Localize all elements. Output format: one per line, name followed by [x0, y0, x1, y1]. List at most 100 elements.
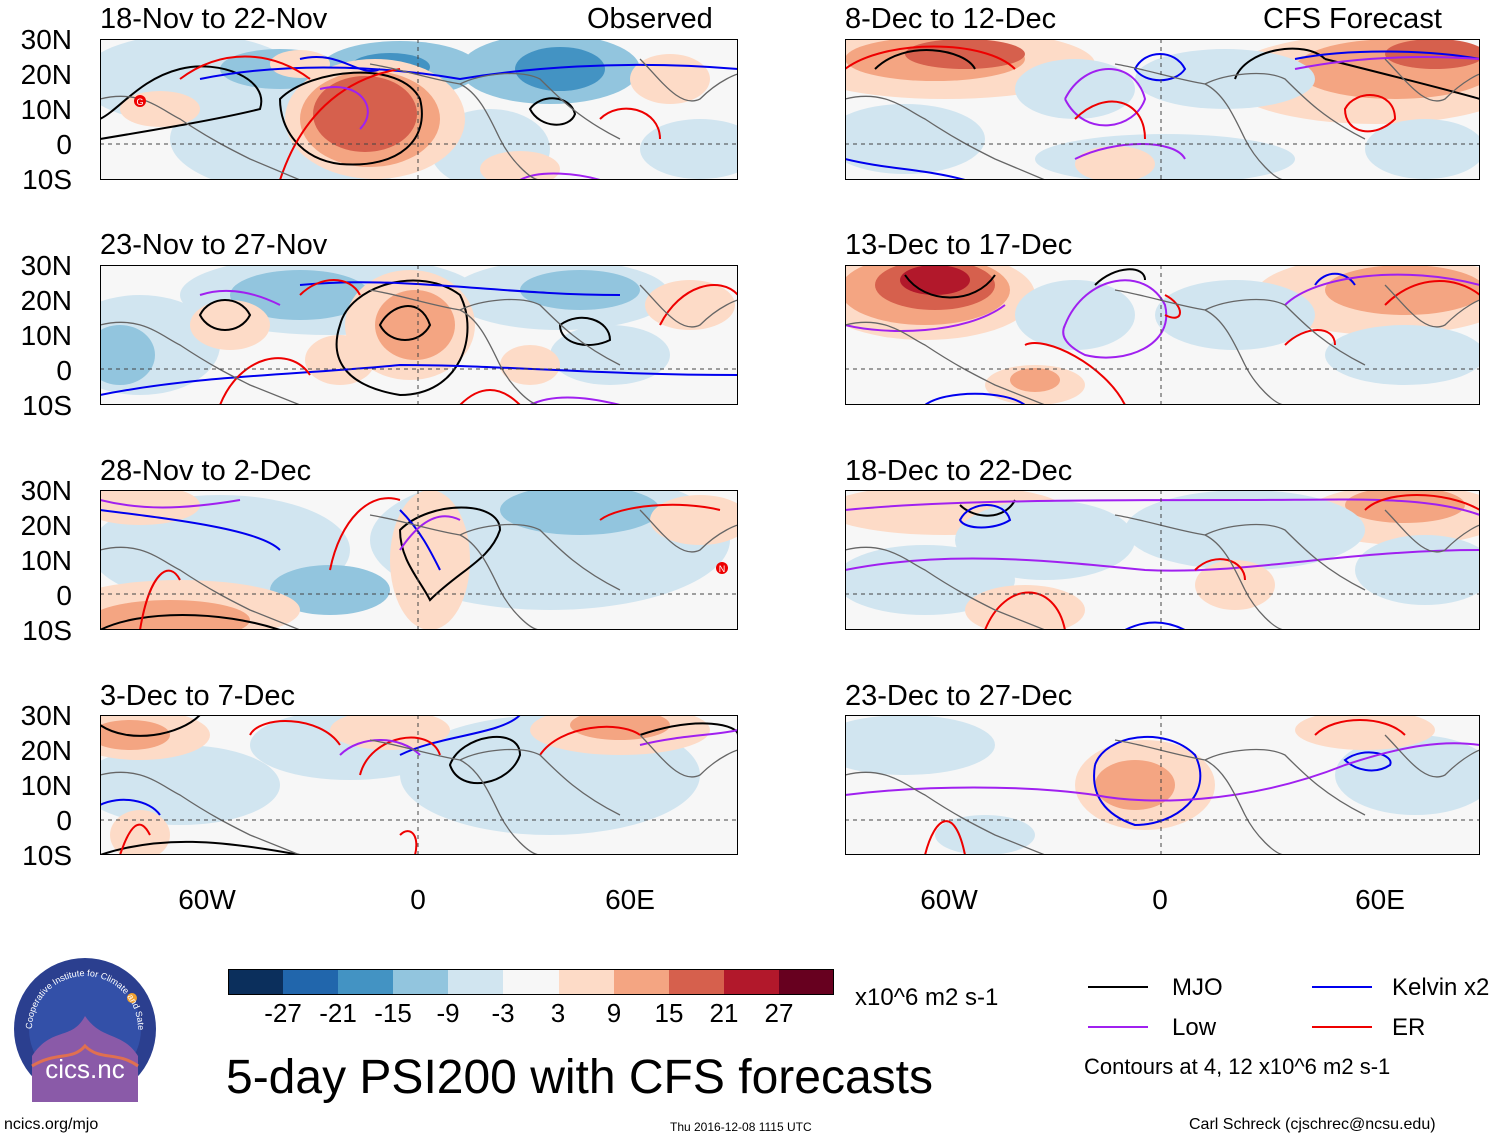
- wave-contours: [100, 55, 738, 180]
- wave-contours: [845, 268, 1480, 405]
- lat-label: 30N: [20, 700, 72, 731]
- lat-label: 10S: [22, 840, 72, 871]
- map-panel-5: [845, 39, 1480, 180]
- colorbar-tick: 3: [550, 998, 566, 1028]
- storm-marker-label: N: [719, 564, 726, 574]
- colorbar-swatch: [724, 969, 779, 995]
- lat-label: 30N: [20, 250, 72, 281]
- lat-label: 20N: [20, 735, 72, 766]
- cfs-forecast-label: CFS Forecast: [1263, 3, 1442, 35]
- wave-contours: [100, 497, 721, 630]
- legend-label-low: Low: [1172, 1014, 1217, 1041]
- legend-line-mjo: [1088, 986, 1148, 988]
- colorbar-tick: -3: [491, 998, 515, 1028]
- colorbar-swatch: [669, 969, 724, 995]
- colorbar-tick: 15: [654, 998, 684, 1028]
- wave-contours: [100, 279, 738, 405]
- colorbar-swatch: [779, 969, 834, 995]
- lat-label: 10S: [22, 390, 72, 421]
- legend-line-low: [1088, 1026, 1148, 1028]
- colorbar-swatch: [503, 969, 559, 995]
- footer-timestamp: Thu 2016-12-08 1115 UTC: [670, 1120, 812, 1134]
- wave-contours: [845, 45, 1480, 180]
- coastlines: [845, 58, 1480, 180]
- lat-label: 30N: [20, 24, 72, 55]
- lon-label: 0: [410, 884, 426, 915]
- panel-title-8: 23-Dec to 27-Dec: [845, 680, 1073, 712]
- colorbar-tick: -27: [264, 998, 302, 1028]
- colorbar-tick: 9: [606, 998, 622, 1028]
- panel-title-5: 8-Dec to 12-Dec: [845, 3, 1057, 35]
- panel-title-3: 28-Nov to 2-Dec: [100, 455, 312, 487]
- map-panel-4: [100, 715, 738, 855]
- coastlines: [845, 284, 1480, 405]
- lat-label: 0: [56, 129, 72, 160]
- psi-anomaly-fill: [845, 715, 1480, 855]
- lat-label: 10N: [20, 545, 72, 576]
- colorbar-tick: -21: [319, 998, 357, 1028]
- coastlines: [100, 509, 738, 630]
- lon-label: 60E: [605, 884, 655, 915]
- coastlines: [100, 58, 738, 180]
- coastlines: [845, 734, 1480, 855]
- colorbar-swatch: [283, 969, 338, 995]
- lon-label: 60E: [1355, 884, 1405, 915]
- panel-title-4: 3-Dec to 7-Dec: [100, 680, 296, 712]
- footer-author: Carl Schreck (cjschrec@ncsu.edu): [1189, 1116, 1436, 1133]
- colorbar-swatch: [338, 969, 393, 995]
- lat-label: 20N: [20, 59, 72, 90]
- colorbar-swatch: [228, 969, 283, 995]
- map-panel-6: [845, 265, 1480, 405]
- map-panel-8: [845, 715, 1480, 855]
- lat-label: 20N: [20, 285, 72, 316]
- colorbar-tick: 27: [764, 998, 794, 1028]
- map-panel-7: [845, 490, 1480, 630]
- cics-logo: Cooperative Institute for Climate and Sa…: [12, 956, 156, 1102]
- lat-label: 0: [56, 355, 72, 386]
- footer-url[interactable]: ncics.org/mjo: [4, 1116, 99, 1133]
- coastlines: [100, 734, 738, 855]
- coastlines: [100, 284, 738, 405]
- wave-contours: [845, 494, 1480, 630]
- lat-label: 20N: [20, 510, 72, 541]
- lon-label: 60W: [178, 884, 236, 915]
- panel-title-6: 13-Dec to 17-Dec: [845, 229, 1073, 261]
- lat-label: 10S: [22, 164, 72, 195]
- logo-text: cics.nc: [45, 1054, 124, 1084]
- panel-title-2: 23-Nov to 27-Nov: [100, 229, 328, 261]
- storm-marker-label: G: [136, 97, 143, 107]
- lon-label: 60W: [920, 884, 978, 915]
- colorbar-swatch: [559, 969, 614, 995]
- lat-label: 30N: [20, 475, 72, 506]
- panel-title-7: 18-Dec to 22-Dec: [845, 455, 1073, 487]
- legend-label-kelvin: Kelvin x2: [1392, 974, 1490, 1001]
- legend-label-er: ER: [1392, 1014, 1426, 1041]
- storm-marker: N: [716, 562, 728, 574]
- main-title: 5-day PSI200 with CFS forecasts: [226, 1051, 933, 1104]
- psi-anomaly-fill: [100, 39, 738, 180]
- panel-title-1: 18-Nov to 22-Nov: [100, 3, 328, 35]
- lat-label: 10N: [20, 320, 72, 351]
- lon-label: 0: [1152, 884, 1168, 915]
- psi-anomaly-fill: [845, 39, 1480, 180]
- wave-contours: [845, 719, 1480, 855]
- contours-note: Contours at 4, 12 x10^6 m2 s-1: [1084, 1054, 1391, 1079]
- lat-label: 10N: [20, 94, 72, 125]
- lat-label: 10S: [22, 615, 72, 646]
- legend-label-mjo: MJO: [1172, 974, 1223, 1001]
- coastlines: [845, 509, 1480, 630]
- colorbar-swatch: [393, 969, 448, 995]
- lat-label: 10N: [20, 770, 72, 801]
- map-panel-2: [100, 265, 738, 405]
- colorbar-swatch: [614, 969, 669, 995]
- legend-line-kelvin: [1312, 986, 1372, 988]
- storm-marker: G: [134, 95, 146, 107]
- colorbar-swatch: [448, 969, 503, 995]
- colorbar-units: x10^6 m2 s-1: [855, 984, 999, 1011]
- map-panel-3: N: [100, 490, 738, 630]
- psi-anomaly-fill: [100, 265, 735, 395]
- observed-label: Observed: [587, 3, 713, 35]
- colorbar-tick: -9: [436, 998, 460, 1028]
- colorbar: [228, 969, 834, 995]
- colorbar-tick: -15: [374, 998, 412, 1028]
